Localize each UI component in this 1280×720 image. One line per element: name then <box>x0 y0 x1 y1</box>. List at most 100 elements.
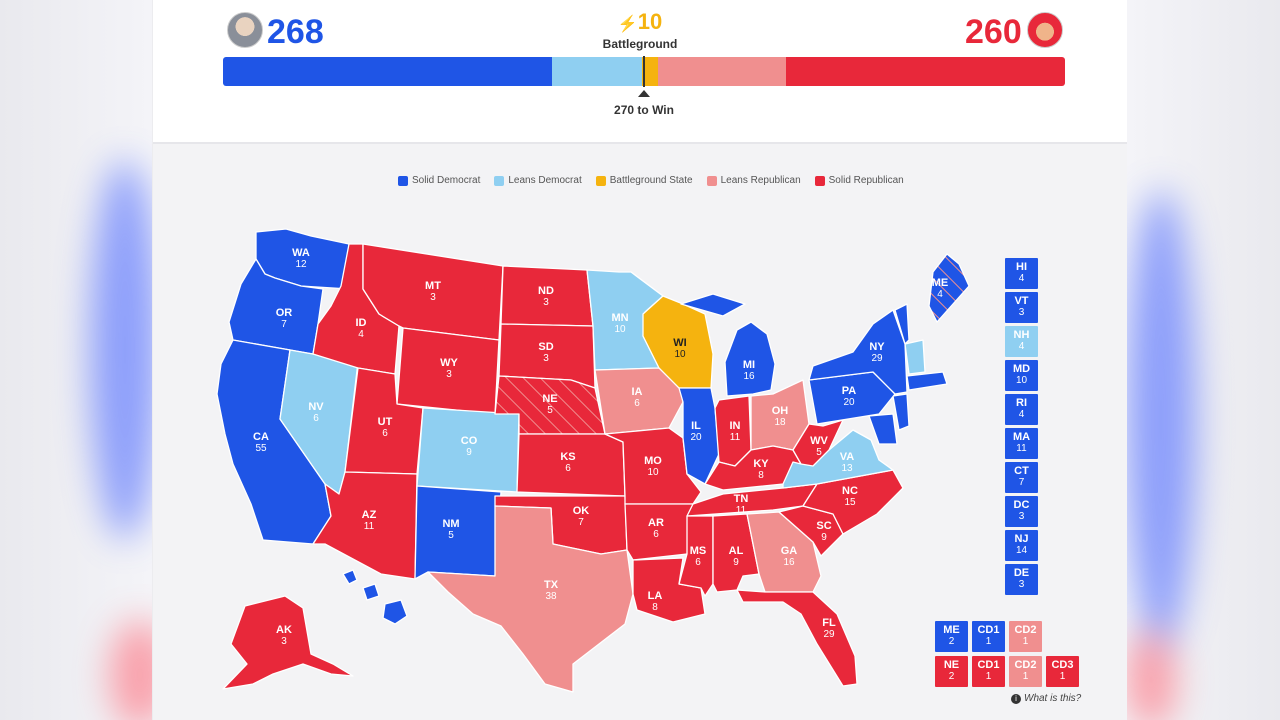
state-label: PA <box>842 385 857 397</box>
vt-nh-shape[interactable] <box>904 339 926 375</box>
state-label: OR <box>276 307 293 319</box>
state-electoral-votes: 8 <box>652 602 658 613</box>
state-electoral-votes: 6 <box>565 463 571 474</box>
state-wi[interactable] <box>642 295 714 389</box>
box-votes: 11 <box>1016 443 1027 454</box>
battleground-count: ⚡10 Battleground <box>553 9 727 52</box>
state-la[interactable] <box>632 557 706 623</box>
district-box[interactable]: NE 2 <box>935 656 968 687</box>
box-label: VT <box>1014 295 1029 307</box>
box-votes: 7 <box>1018 477 1025 488</box>
state-wv[interactable] <box>792 419 844 467</box>
small-state-box-dc[interactable]: DC 3 <box>1005 496 1038 527</box>
small-state-box-md[interactable]: MD 10 <box>1005 360 1038 391</box>
legend-item: Leans Democrat <box>494 175 582 186</box>
small-state-box-nj[interactable]: NJ 14 <box>1005 530 1038 561</box>
state-label: AK <box>276 624 292 636</box>
district-box[interactable]: CD1 1 <box>972 621 1005 652</box>
map-area: Solid Democrat Leans Democrat Battleground… <box>153 144 1127 720</box>
state-label: WI <box>673 337 686 349</box>
nj-shape[interactable] <box>892 393 910 431</box>
state-label: GA <box>781 545 798 557</box>
hi-shape-1[interactable] <box>342 569 358 585</box>
box-votes: 4 <box>1018 409 1025 420</box>
state-label: AL <box>729 545 744 557</box>
hi-shape-2[interactable] <box>362 583 380 601</box>
state-electoral-votes: 5 <box>448 530 454 541</box>
legend-label: Leans Republican <box>720 175 801 186</box>
district-box[interactable]: CD1 1 <box>972 656 1005 687</box>
state-electoral-votes: 11 <box>364 521 375 532</box>
box-label: CD1 <box>977 624 1000 636</box>
box-label: DC <box>1013 499 1030 511</box>
small-state-box-de[interactable]: DE 3 <box>1005 564 1038 595</box>
legend-item: Battleground State <box>595 175 693 186</box>
small-state-box-vt[interactable]: VT 3 <box>1005 292 1038 323</box>
state-label: MO <box>644 455 662 467</box>
box-votes: 3 <box>1018 579 1025 590</box>
state-label: LA <box>648 590 663 602</box>
state-label: UT <box>378 416 393 428</box>
state-electoral-votes: 9 <box>821 532 827 543</box>
legend-label: Leans Democrat <box>508 175 582 186</box>
box-votes: 1 <box>985 636 992 647</box>
district-box[interactable]: CD2 1 <box>1009 621 1042 652</box>
small-state-box-nh[interactable]: NH 4 <box>1005 326 1038 357</box>
small-state-box-ri[interactable]: RI 4 <box>1005 394 1038 425</box>
state-mi[interactable] <box>680 293 776 397</box>
state-label: VA <box>840 451 855 463</box>
box-votes: 1 <box>1059 671 1066 682</box>
small-state-box-ct[interactable]: CT 7 <box>1005 462 1038 493</box>
state-label: IN <box>730 420 741 432</box>
box-label: NE <box>943 659 960 671</box>
state-electoral-votes: 9 <box>466 447 472 458</box>
state-electoral-votes: 7 <box>578 517 584 528</box>
small-state-box-hi[interactable]: HI 4 <box>1005 258 1038 289</box>
state-ky[interactable] <box>704 445 802 491</box>
state-electoral-votes: 38 <box>545 591 557 602</box>
state-label: SC <box>816 520 831 532</box>
state-electoral-votes: 4 <box>358 329 364 340</box>
what-is-this-link[interactable]: i What is this? <box>1011 693 1081 704</box>
district-box[interactable]: CD2 1 <box>1009 656 1042 687</box>
box-votes: 2 <box>948 671 955 682</box>
state-ny[interactable] <box>808 309 908 395</box>
state-label: NE <box>542 393 557 405</box>
box-votes: 10 <box>1015 375 1028 386</box>
state-fl[interactable] <box>736 589 858 687</box>
district-box[interactable]: CD3 1 <box>1046 656 1079 687</box>
state-me[interactable] <box>928 253 970 323</box>
battleground-number: 10 <box>637 9 663 34</box>
hi-shape-3[interactable] <box>382 599 408 625</box>
state-tx[interactable] <box>427 505 634 693</box>
state-label: OH <box>772 405 789 417</box>
state-electoral-votes: 6 <box>382 428 388 439</box>
box-votes: 2 <box>948 636 955 647</box>
ma-shape[interactable] <box>906 371 948 391</box>
state-label: TX <box>544 579 559 591</box>
box-votes: 1 <box>1022 636 1029 647</box>
bar-lean-rep <box>658 57 787 86</box>
small-state-box-ma[interactable]: MA 11 <box>1005 428 1038 459</box>
md-shape[interactable] <box>868 413 898 445</box>
legend-swatch <box>814 175 825 186</box>
rep-score: 260 <box>965 13 1022 51</box>
bar-battleground <box>642 57 659 86</box>
state-mo[interactable] <box>604 427 702 505</box>
state-electoral-votes: 5 <box>547 405 553 416</box>
box-label: HI <box>1016 261 1027 273</box>
background-right <box>1126 0 1280 720</box>
state-label: ID <box>356 317 367 329</box>
state-nm[interactable] <box>414 485 502 580</box>
electoral-vote-bar <box>223 57 1065 86</box>
state-ks[interactable] <box>516 433 626 497</box>
state-label: IL <box>691 420 701 432</box>
district-box[interactable]: ME 2 <box>935 621 968 652</box>
box-votes: 3 <box>1018 511 1025 522</box>
dem-score: 268 <box>267 13 324 51</box>
state-label: KY <box>753 458 769 470</box>
state-label: ND <box>538 285 554 297</box>
state-ar[interactable] <box>624 503 694 561</box>
state-ak[interactable] <box>222 595 354 690</box>
state-electoral-votes: 10 <box>647 467 659 478</box>
